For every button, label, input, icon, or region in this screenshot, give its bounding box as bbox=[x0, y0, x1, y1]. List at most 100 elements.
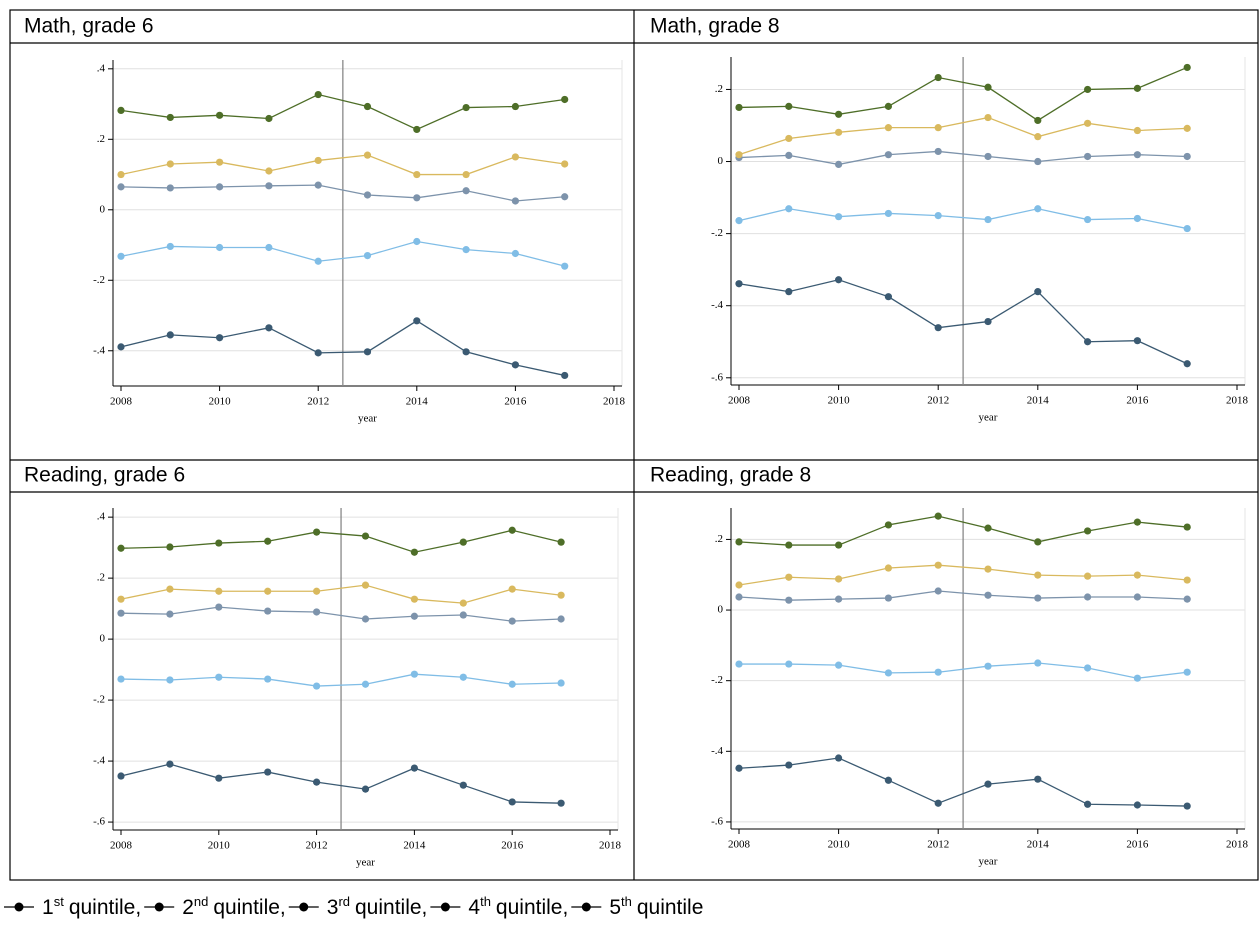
data-point bbox=[884, 293, 893, 301]
data-point bbox=[361, 785, 370, 793]
data-point bbox=[1084, 800, 1092, 808]
data-point bbox=[835, 541, 843, 549]
data-point bbox=[215, 603, 223, 611]
data-point bbox=[314, 349, 322, 357]
data-point bbox=[934, 799, 942, 807]
data-point bbox=[166, 113, 174, 122]
data-point bbox=[934, 512, 942, 520]
data-point bbox=[984, 780, 992, 788]
data-point bbox=[264, 675, 272, 683]
data-point bbox=[884, 124, 893, 132]
x-tick-label: 2008 bbox=[110, 396, 133, 408]
data-point bbox=[361, 581, 370, 589]
legend-ordinal: 4 bbox=[468, 896, 480, 919]
data-point bbox=[735, 280, 743, 288]
data-point bbox=[313, 778, 321, 786]
data-point bbox=[884, 594, 893, 602]
data-point bbox=[735, 538, 743, 546]
data-point bbox=[1084, 338, 1092, 346]
data-point bbox=[934, 324, 942, 332]
data-point bbox=[166, 543, 174, 551]
data-point bbox=[934, 587, 942, 595]
y-tick-label: -.4 bbox=[93, 344, 105, 356]
series-line bbox=[120, 763, 562, 804]
data-point bbox=[984, 565, 992, 573]
legend-text: quintile, bbox=[69, 896, 141, 919]
series-line bbox=[738, 66, 1188, 122]
data-point bbox=[884, 564, 893, 572]
x-tick-label: 2016 bbox=[504, 396, 527, 408]
legend-label: 1st quintile, bbox=[42, 894, 141, 919]
series-line bbox=[120, 673, 562, 687]
x-tick-label: 2018 bbox=[1226, 395, 1249, 407]
data-point bbox=[1133, 801, 1141, 809]
data-point bbox=[1133, 518, 1141, 526]
data-point bbox=[462, 187, 470, 195]
series-line bbox=[738, 116, 1188, 156]
data-point bbox=[117, 675, 125, 683]
data-point bbox=[1084, 85, 1092, 94]
data-point bbox=[216, 111, 224, 119]
data-point bbox=[508, 585, 516, 593]
data-point bbox=[1084, 152, 1092, 161]
data-point bbox=[1084, 593, 1092, 601]
chart-title: Math, grade 8 bbox=[650, 15, 780, 38]
legend-marker bbox=[154, 902, 164, 912]
data-point bbox=[117, 170, 125, 179]
y-tick-label: -.2 bbox=[711, 227, 723, 239]
series-line bbox=[738, 208, 1188, 230]
x-tick-label: 2012 bbox=[927, 839, 949, 851]
data-point bbox=[884, 521, 893, 529]
data-point bbox=[166, 610, 174, 618]
data-point bbox=[117, 343, 125, 351]
data-point bbox=[1034, 116, 1042, 125]
data-point bbox=[735, 151, 743, 159]
data-point bbox=[361, 615, 370, 623]
data-point bbox=[314, 156, 322, 165]
data-point bbox=[1084, 664, 1092, 672]
legend-label: 2nd quintile, bbox=[182, 894, 286, 919]
data-point bbox=[785, 541, 793, 549]
data-point bbox=[884, 209, 893, 218]
data-point bbox=[117, 183, 125, 191]
data-point bbox=[1034, 133, 1042, 141]
data-point bbox=[561, 193, 569, 201]
legend-ordinal: 1 bbox=[42, 896, 54, 919]
data-point bbox=[1133, 84, 1141, 92]
data-point bbox=[511, 197, 519, 205]
data-point bbox=[1183, 576, 1191, 584]
data-point bbox=[265, 182, 273, 190]
data-point bbox=[459, 599, 467, 607]
data-point bbox=[264, 587, 272, 595]
data-point bbox=[410, 548, 418, 556]
data-point bbox=[735, 217, 743, 225]
data-point bbox=[313, 608, 321, 616]
data-point bbox=[459, 781, 467, 789]
data-point bbox=[1133, 214, 1141, 223]
chart-title: Reading, grade 8 bbox=[650, 464, 811, 487]
data-point bbox=[1183, 360, 1191, 368]
legend-marker bbox=[14, 902, 24, 912]
y-tick-label: -.2 bbox=[711, 674, 723, 686]
data-point bbox=[735, 660, 743, 668]
y-tick-label: .2 bbox=[97, 572, 105, 584]
data-point bbox=[511, 102, 519, 111]
data-point bbox=[934, 124, 942, 132]
data-point bbox=[785, 134, 793, 143]
series-line bbox=[120, 93, 565, 131]
data-point bbox=[459, 673, 467, 681]
data-point bbox=[462, 246, 470, 254]
data-point bbox=[166, 676, 174, 684]
data-point bbox=[264, 607, 272, 615]
data-point bbox=[835, 754, 843, 762]
data-point bbox=[785, 596, 793, 604]
x-tick-label: 2008 bbox=[728, 395, 751, 407]
data-point bbox=[557, 538, 565, 546]
data-point bbox=[215, 774, 223, 782]
y-tick-label: .2 bbox=[715, 533, 723, 545]
y-tick-label: -.2 bbox=[93, 274, 105, 286]
series-line bbox=[738, 757, 1188, 807]
data-point bbox=[984, 83, 992, 91]
data-point bbox=[735, 581, 743, 589]
